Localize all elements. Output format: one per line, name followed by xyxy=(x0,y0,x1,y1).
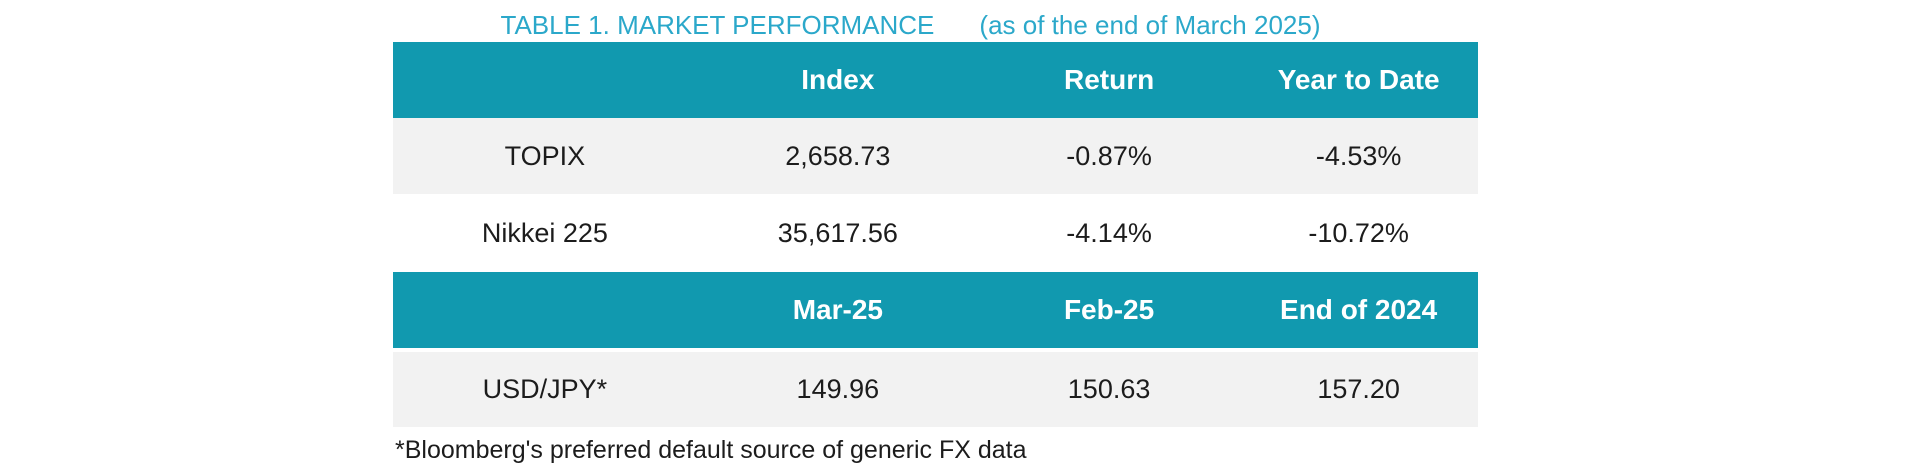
header-cell-year-to-date: Year to Date xyxy=(1277,64,1440,95)
table-title-date-suffix: (as of the end of March 2025) xyxy=(979,10,1321,40)
market-performance-section: TABLE 1. MARKET PERFORMANCE (as of the en… xyxy=(393,0,1478,465)
table-title-main: TABLE 1. MARKET PERFORMANCE xyxy=(500,10,935,40)
header-cell-index: Index xyxy=(801,64,875,95)
row-label: USD/JPY* xyxy=(482,374,608,404)
header-cell-mar25: Mar-25 xyxy=(792,294,883,325)
cell-ytd-value: -4.53% xyxy=(1315,141,1402,171)
cell-feb25-value: 150.63 xyxy=(1067,374,1151,404)
row-label: TOPIX xyxy=(504,141,586,171)
row-label: Nikkei 225 xyxy=(481,218,608,248)
cell-index-value: 35,617.56 xyxy=(777,218,898,248)
bloomberg-footnote: *Bloomberg's preferred default source of… xyxy=(395,436,1027,464)
table-row-nikkei225: Nikkei 225 35,617.56 -4.14% -10.72% xyxy=(393,194,1478,272)
header-cell-return: Return xyxy=(1063,64,1155,95)
cell-return-value: -4.14% xyxy=(1066,218,1152,248)
cell-end2024-value: 157.20 xyxy=(1317,374,1400,404)
index-table-header-row: Index Return Year to Date xyxy=(393,42,1478,118)
header-cell-blank xyxy=(393,42,697,118)
header-cell-feb25: Feb-25 xyxy=(1063,294,1155,325)
cell-ytd-value: -10.72% xyxy=(1308,218,1409,248)
cell-index-value: 2,658.73 xyxy=(785,141,891,171)
table-row-topix: TOPIX 2,658.73 -0.87% -4.53% xyxy=(393,118,1478,194)
table-title: TABLE 1. MARKET PERFORMANCE (as of the en… xyxy=(368,9,1453,42)
cell-mar25-value: 149.96 xyxy=(796,374,880,404)
header-cell-end-of-2024: End of 2024 xyxy=(1280,294,1438,325)
table-row-usdjpy: USD/JPY* 149.96 150.63 157.20 xyxy=(393,352,1478,427)
fx-table-header-row: Mar-25 Feb-25 End of 2024 xyxy=(393,272,1478,348)
row-separator xyxy=(393,348,1478,352)
header-cell-blank xyxy=(393,272,697,348)
cell-return-value: -0.87% xyxy=(1066,141,1152,171)
